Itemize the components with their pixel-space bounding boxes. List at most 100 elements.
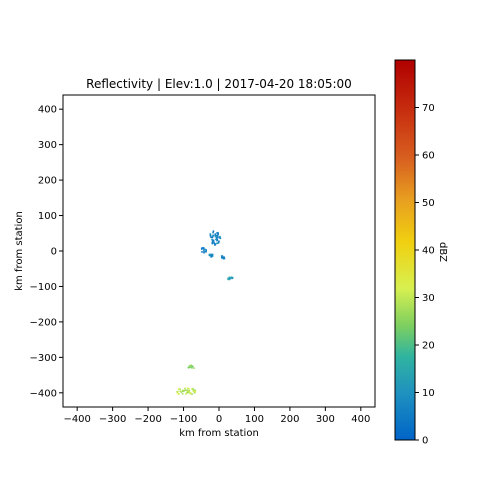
echo-cell-1 [204, 248, 206, 251]
echo-cell-7 [193, 388, 195, 391]
echo-cell-0 [212, 241, 214, 243]
x-tick-label: −400 [63, 414, 90, 425]
echo-cell-0 [217, 233, 219, 235]
echo-cell-7 [177, 390, 179, 393]
echo-cell-7 [176, 391, 179, 394]
echo-cell-4 [221, 255, 224, 257]
echo-cell-7 [184, 387, 186, 390]
y-tick-label: 100 [38, 211, 57, 222]
echo-cell-0 [216, 237, 218, 239]
echo-cell-7 [185, 391, 188, 394]
colorbar-ticks: 0 10 20 30 40 50 60 70 [415, 103, 435, 447]
y-axis-label: km from station [14, 211, 25, 291]
echo-cell-2 [215, 235, 217, 238]
echo-cell-0 [212, 239, 215, 242]
colorbar [394, 59, 416, 441]
echo-cell-3 [211, 253, 214, 256]
chart-title: Reflectivity | Elev:1.0 | 2017-04-20 18:… [86, 77, 352, 91]
echo-cell-5 [230, 276, 232, 279]
echo-cell-7 [194, 389, 197, 392]
echo-cell-5 [228, 278, 230, 281]
x-tick-label: 0 [216, 414, 222, 425]
y-tick-label: −300 [30, 353, 57, 364]
colorbar-tick-label: 50 [422, 198, 435, 209]
echo-cell-3 [210, 256, 212, 258]
echo-cell-7 [188, 391, 190, 393]
echo-cell-0 [212, 230, 215, 233]
y-tick-label: 0 [51, 247, 57, 258]
echo-cell-7 [186, 389, 189, 391]
x-tick-label: 200 [280, 414, 299, 425]
echo-cell-6 [188, 366, 191, 369]
echo-cell-7 [177, 388, 180, 390]
echo-cell-0 [218, 240, 220, 243]
plot-frame [62, 94, 376, 408]
echo-cell-0 [211, 240, 214, 242]
echo-cell-2 [216, 239, 218, 242]
echo-cell-7 [179, 388, 181, 390]
echo-cell-0 [214, 243, 217, 245]
echo-cell-4 [221, 257, 224, 259]
echo-cell-4 [223, 256, 225, 258]
echo-cell-7 [194, 391, 196, 393]
colorbar-label: dBZ [437, 242, 448, 262]
colorbar-tick-label: 20 [422, 341, 435, 352]
echo-cell-2 [216, 242, 218, 245]
x-axis-label: km from station [179, 428, 259, 439]
echo-cell-6 [189, 365, 191, 368]
x-tick-label: −200 [134, 414, 161, 425]
echo-cell-2 [216, 235, 219, 238]
echo-cell-0 [214, 233, 217, 235]
echo-cell-0 [211, 238, 213, 241]
echo-cell-6 [191, 367, 193, 369]
echo-cell-1 [202, 249, 205, 251]
echo-cell-7 [193, 390, 196, 392]
echo-cell-2 [217, 241, 220, 244]
y-tick-label: −100 [30, 282, 57, 293]
x-tick-label: 300 [316, 414, 335, 425]
y-tick-label: 300 [38, 140, 57, 151]
x-tick-label: −300 [99, 414, 126, 425]
echo-cell-7 [177, 393, 180, 395]
y-tick-label: 400 [38, 105, 57, 116]
echo-cell-0 [210, 236, 212, 238]
echo-cell-0 [217, 231, 219, 234]
echo-cell-7 [192, 390, 194, 392]
colorbar-tick-label: 60 [422, 151, 435, 162]
x-tick-label: 400 [351, 414, 370, 425]
echo-cell-7 [188, 390, 191, 392]
echo-cell-7 [181, 390, 184, 393]
echo-cell-3 [208, 253, 211, 256]
echo-cell-1 [205, 250, 207, 252]
echo-cell-0 [216, 238, 218, 240]
x-axis-ticks: −400 −300 −200 −100 0 100 200 300 400 [63, 407, 370, 425]
echo-cell-1 [202, 247, 205, 249]
echo-cell-5 [231, 277, 233, 280]
echo-cell-7 [179, 390, 181, 392]
echo-cell-6 [190, 364, 192, 367]
y-axis-ticks: −400 −300 −200 −100 0 100 200 300 400 [30, 105, 63, 399]
echo-cell-6 [187, 366, 190, 369]
echo-cell-7 [187, 391, 189, 394]
colorbar-tick-label: 30 [422, 293, 435, 304]
colorbar-tick-label: 10 [422, 388, 435, 399]
echo-cell-1 [203, 251, 205, 254]
y-tick-label: 200 [38, 176, 57, 187]
echo-cell-7 [186, 387, 189, 390]
echo-cell-0 [209, 234, 212, 237]
y-tick-label: −200 [30, 317, 57, 328]
echo-cell-1 [205, 251, 207, 253]
echo-layer [176, 230, 234, 395]
echo-cell-0 [212, 231, 214, 234]
echo-cell-0 [214, 244, 216, 246]
colorbar-tick-label: 0 [422, 436, 428, 447]
echo-cell-6 [190, 366, 192, 368]
echo-cell-0 [216, 232, 218, 234]
echo-cell-3 [210, 253, 212, 256]
echo-cell-7 [189, 392, 192, 394]
colorbar-tick-label: 40 [422, 246, 435, 257]
echo-cell-1 [203, 250, 205, 253]
echo-cell-7 [181, 393, 184, 395]
echo-cell-7 [183, 389, 185, 392]
